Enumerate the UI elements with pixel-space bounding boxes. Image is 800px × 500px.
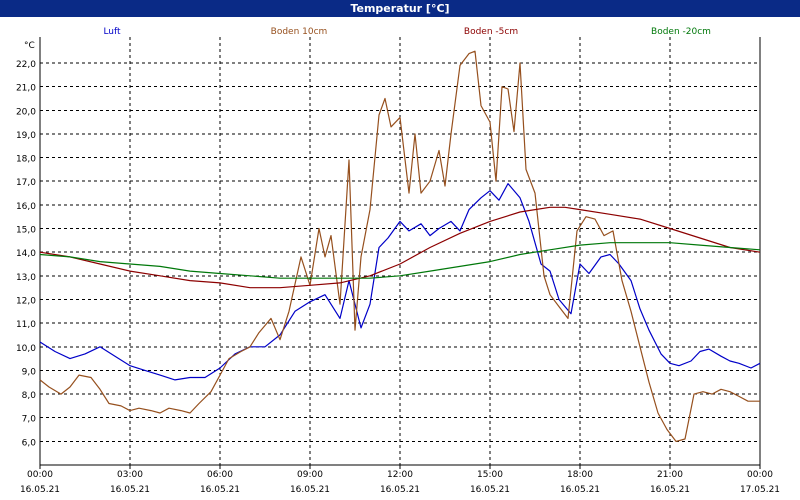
y-tick-label: 13,0 <box>16 273 36 283</box>
axes <box>39 37 761 469</box>
y-tick-label: 6,0 <box>22 438 37 448</box>
x-tick-date-label: 16.05.21 <box>650 485 690 495</box>
y-tick-label: 22,0 <box>16 60 36 70</box>
series-line-3 <box>39 206 761 289</box>
legend-entry-3: Boden -5cm <box>464 27 518 37</box>
y-tick-label: 15,0 <box>16 226 36 236</box>
grid <box>40 37 760 465</box>
y-tick-label: 18,0 <box>16 155 36 165</box>
x-tick-time-label: 12:00 <box>387 470 413 480</box>
x-tick-date-label: 16.05.21 <box>470 485 510 495</box>
x-tick-time-label: 15:00 <box>477 470 503 480</box>
x-tick-date-label: 16.05.21 <box>290 485 330 495</box>
x-tick-date-label: 16.05.21 <box>560 485 600 495</box>
legend-entry-1: Luft <box>103 27 121 37</box>
y-tick-label: 16,0 <box>16 202 36 212</box>
y-tick-label: 17,0 <box>16 178 36 188</box>
y-tick-label: 20,0 <box>16 107 36 117</box>
x-tick-time-label: 21:00 <box>657 470 683 480</box>
x-tick-time-label: 00:00 <box>27 470 53 480</box>
x-tick-date-label: 16.05.21 <box>110 485 150 495</box>
series-line-4 <box>39 242 761 279</box>
y-tick-label: 10,0 <box>16 344 36 354</box>
legend-entry-2: Boden 10cm <box>271 27 328 37</box>
y-tick-label: 11,0 <box>16 320 36 330</box>
x-tick-time-label: 18:00 <box>567 470 593 480</box>
x-tick-date-label: 17.05.21 <box>740 485 780 495</box>
legend-entry-4: Boden -20cm <box>651 27 711 37</box>
y-tick-label: 12,0 <box>16 296 36 306</box>
chart-title: Temperatur [°C] <box>0 0 800 17</box>
x-tick-time-label: 09:00 <box>297 470 323 480</box>
y-axis-unit-label: °C <box>24 41 35 51</box>
x-tick-time-label: 06:00 <box>207 470 233 480</box>
series-lines <box>39 50 761 442</box>
x-tick-date-label: 16.05.21 <box>200 485 240 495</box>
y-tick-label: 7,0 <box>22 415 37 425</box>
x-tick-time-label: 00:00 <box>747 470 773 480</box>
y-tick-label: 19,0 <box>16 131 36 141</box>
axis-labels: 6,0 7,0 8,0 9,0 10,0 11,0 12,0 13,0 14,0 15,0 16,0… <box>16 41 780 495</box>
x-tick-date-label: 16.05.21 <box>380 485 420 495</box>
y-tick-label: 9,0 <box>22 367 37 377</box>
y-tick-label: 14,0 <box>16 249 36 259</box>
legend: Luft Boden 10cm Boden -5cm Boden -20cm <box>103 27 711 37</box>
y-tick-label: 21,0 <box>16 84 36 94</box>
x-tick-time-label: 03:00 <box>117 470 143 480</box>
y-tick-label: 8,0 <box>22 391 37 401</box>
series-line-2 <box>39 50 760 442</box>
series-line-1 <box>39 183 761 381</box>
x-tick-date-label: 16.05.21 <box>20 485 60 495</box>
